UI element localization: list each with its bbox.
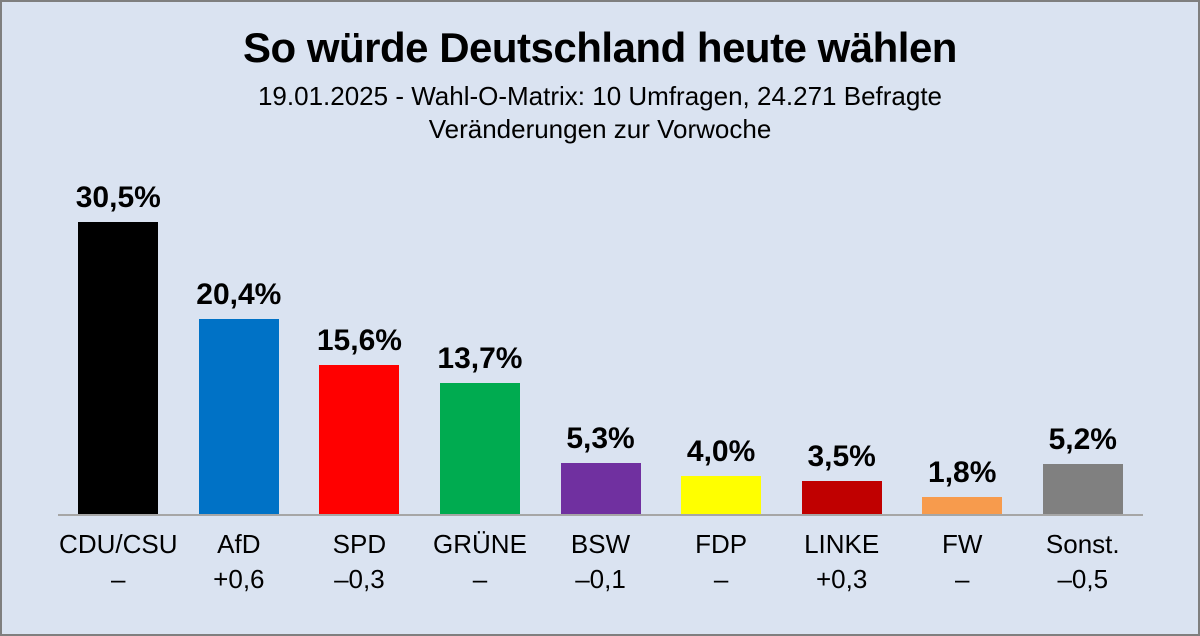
bar-column-fdp: 4,0%: [661, 435, 782, 514]
value-label-linke: 3,5%: [807, 440, 876, 473]
category-column-linke: LINKE +0,3: [781, 527, 902, 597]
bar-spd: [319, 365, 400, 514]
party-change-linke: +0,3: [815, 564, 868, 594]
party-change-fdp: –: [713, 564, 729, 594]
bar-column-fw: 1,8%: [902, 456, 1023, 514]
bar-chart: 30,5% 20,4% 15,6% 13,7% 5,3% 4,0% 3,5% 1,8% 5,2%…: [58, 176, 1143, 597]
bar-column-linke: 3,5%: [781, 440, 902, 514]
category-column-grune: GRÜNE –: [420, 527, 541, 597]
chart-header: So würde Deutschland heute wählen 19.01.…: [2, 24, 1198, 146]
party-name-sonst: Sonst.: [1045, 529, 1120, 559]
party-change-sonst: –0,5: [1057, 564, 1109, 594]
category-column-fw: FW –: [902, 527, 1023, 597]
party-change-grune: –: [472, 564, 488, 594]
party-name-fdp: FDP: [695, 529, 748, 559]
category-column-sonst: Sonst. –0,5: [1023, 527, 1144, 597]
value-label-bsw: 5,3%: [566, 422, 635, 455]
bar-column-grune: 13,7%: [420, 342, 541, 514]
bar-afd: [198, 319, 279, 514]
party-name-fw: FW: [942, 529, 983, 559]
bar-linke: [801, 481, 882, 514]
category-column-afd: AfD +0,6: [179, 527, 300, 597]
value-label-sonst: 5,2%: [1048, 423, 1117, 456]
labels-row: CDU/CSU – AfD +0,6 SPD –0,3 GRÜNE – BSW –0,1 FDP – L…: [58, 516, 1143, 597]
category-column-cdu-csu: CDU/CSU –: [58, 527, 179, 597]
party-name-afd: AfD: [217, 529, 261, 559]
bar-fdp: [681, 476, 762, 514]
party-change-bsw: –0,1: [575, 564, 626, 594]
value-label-cdu-csu: 30,5%: [75, 181, 161, 214]
party-name-bsw: BSW: [570, 529, 631, 559]
bar-grune: [439, 383, 520, 514]
party-name-linke: LINKE: [804, 529, 880, 559]
category-column-spd: SPD –0,3: [299, 527, 420, 597]
bar-column-spd: 15,6%: [299, 324, 420, 514]
value-label-grune: 13,7%: [437, 342, 523, 375]
chart-note: Veränderungen zur Vorwoche: [428, 114, 772, 144]
party-change-afd: +0,6: [213, 564, 265, 594]
value-label-fdp: 4,0%: [686, 435, 756, 468]
chart-subtitle: 19.01.2025 - Wahl-O-Matrix: 10 Umfragen,…: [257, 81, 943, 111]
category-column-bsw: BSW –0,1: [540, 527, 661, 597]
value-label-afd: 20,4%: [196, 278, 282, 311]
chart-title: So würde Deutschland heute wählen: [243, 24, 957, 71]
bar-sonst: [1042, 464, 1123, 514]
party-change-spd: –0,3: [334, 564, 385, 594]
bars-row: 30,5% 20,4% 15,6% 13,7% 5,3% 4,0% 3,5% 1,8% 5,2%: [58, 176, 1143, 516]
bar-bsw: [560, 463, 641, 514]
value-label-fw: 1,8%: [928, 456, 997, 489]
category-column-fdp: FDP –: [661, 527, 782, 597]
value-label-spd: 15,6%: [316, 324, 402, 357]
party-name-spd: SPD: [332, 529, 387, 559]
bar-fw: [922, 497, 1003, 514]
bar-column-cdu-csu: 30,5%: [58, 181, 179, 514]
bar-column-sonst: 5,2%: [1023, 423, 1144, 514]
bar-cdu-csu: [78, 222, 159, 514]
party-name-grune: GRÜNE: [433, 529, 527, 559]
bar-column-bsw: 5,3%: [540, 422, 661, 514]
party-change-cdu-csu: –: [111, 564, 126, 594]
party-name-cdu-csu: CDU/CSU: [59, 529, 178, 559]
party-change-fw: –: [954, 564, 970, 594]
bar-column-afd: 20,4%: [179, 278, 300, 514]
